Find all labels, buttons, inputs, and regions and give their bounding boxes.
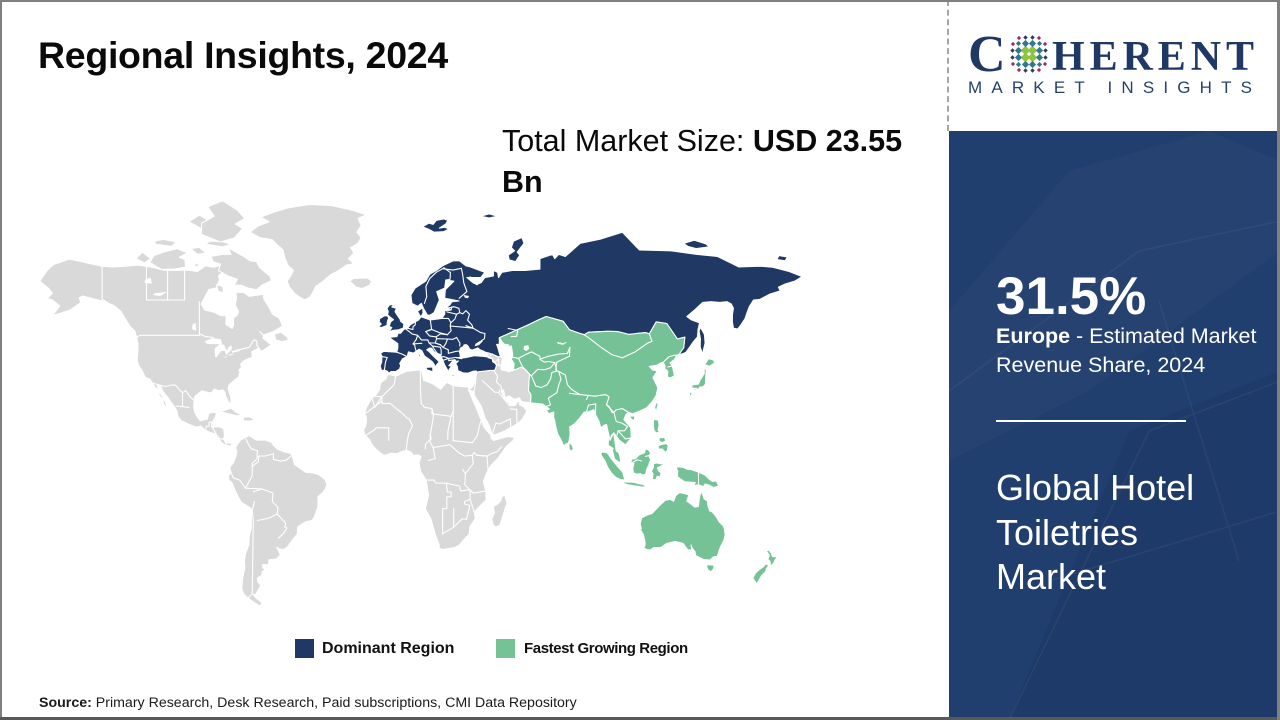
svg-text:C: C [968, 26, 1006, 83]
svg-text:HERENT: HERENT [1052, 34, 1254, 80]
svg-text:MARKET INSIGHTS: MARKET INSIGHTS [968, 78, 1258, 97]
